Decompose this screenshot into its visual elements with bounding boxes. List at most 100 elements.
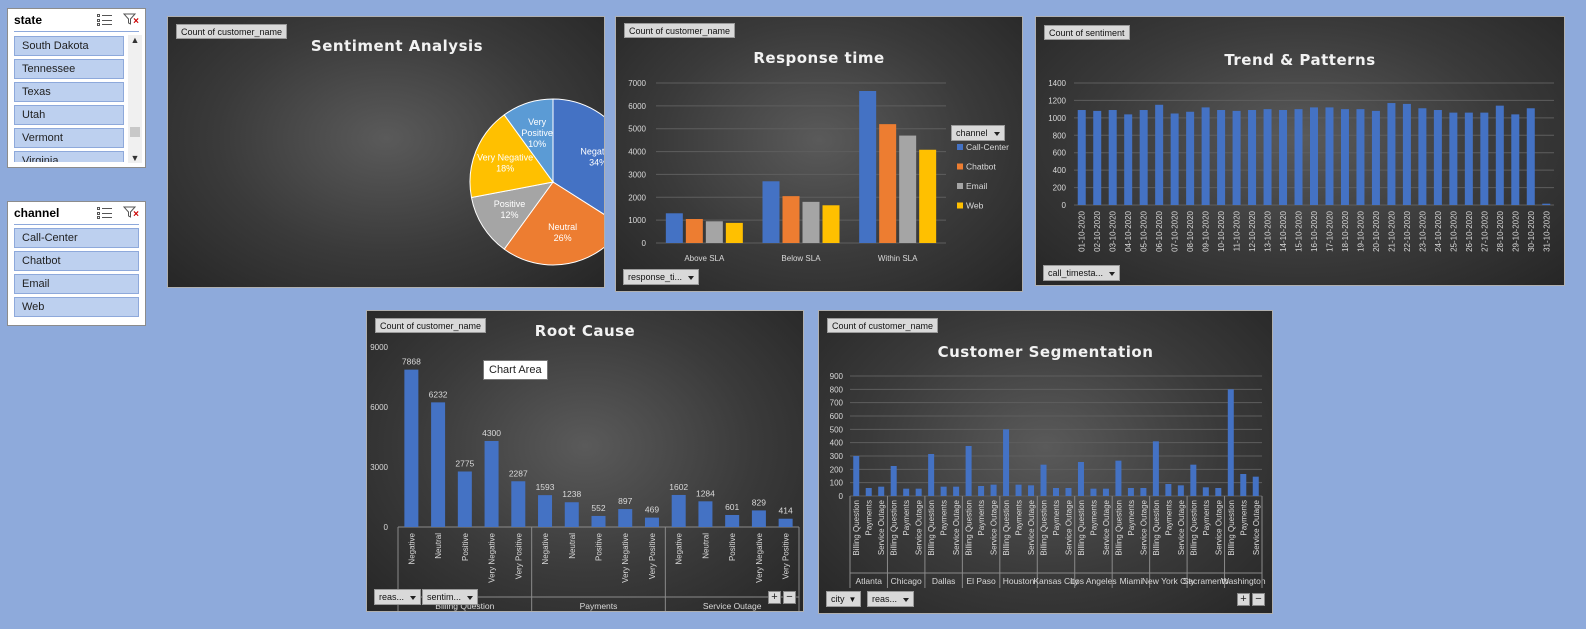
slicer-item-utah[interactable]: Utah (14, 105, 124, 125)
axis-field-button-reason[interactable]: reas... (374, 589, 422, 605)
value-field-button[interactable]: Count of sentiment (1044, 25, 1130, 40)
collapse-field-button[interactable]: − (783, 591, 796, 604)
x-tick-label: 08-10-2020 (1186, 210, 1195, 251)
sentiment-chart-panel[interactable]: Count of customer_name Sentiment Analysi… (167, 16, 605, 288)
slicer-item-call-center[interactable]: Call-Center (14, 228, 139, 248)
slicer-item-virginia[interactable]: Virginia (14, 151, 124, 162)
response-bar-chart[interactable]: 0 1000 2000 3000 4000 5000 6000 7000 Above SLA Be… (616, 17, 1022, 291)
pie-data-label: 34% (589, 158, 604, 168)
bar (591, 515, 606, 527)
x-tick-label: Payments (940, 500, 949, 536)
axis-field-button-reason[interactable]: reas... (867, 591, 915, 607)
response-chart-panel[interactable]: Count of customer_name Response time 0 10… (615, 16, 1023, 292)
x-tick-label: Billing Question (1002, 500, 1011, 556)
expand-field-button[interactable]: + (768, 591, 781, 604)
bar (1102, 488, 1109, 496)
x-tick-label: Neutral (701, 533, 710, 559)
scrollbar-thumb[interactable] (130, 127, 140, 137)
legend-field-button[interactable]: channel (951, 125, 1005, 141)
bar (1177, 485, 1184, 496)
bar (1215, 488, 1222, 496)
x-tick-label: Payments (902, 500, 911, 536)
legend-swatch (957, 183, 963, 189)
slicer-item-chatbot[interactable]: Chatbot (14, 251, 139, 271)
root-cause-bar-chart[interactable]: 0 3000 6000 9000 7868 Negative 6232 Neutral 2775… (367, 311, 803, 611)
bar (564, 502, 579, 527)
trend-chart-panel[interactable]: Count of sentiment Trend & Patterns 0 200… (1035, 16, 1565, 286)
x-tick-label: 13-10-2020 (1264, 210, 1273, 251)
scroll-down-icon[interactable]: ▼ (130, 153, 140, 163)
y-tick-label: 7000 (628, 79, 646, 88)
slicer-item-tennessee[interactable]: Tennessee (14, 59, 124, 79)
x-tick-label: Very Negative (755, 532, 764, 582)
axis-field-button-city[interactable]: city ▼ (826, 591, 862, 607)
value-field-button[interactable]: Count of customer_name (375, 318, 487, 333)
x-group-label: Payments (580, 601, 618, 611)
x-tick-label: Payments (1015, 500, 1024, 536)
x-tick-label: Service Outage (1102, 499, 1111, 555)
data-label: 469 (645, 505, 659, 515)
expand-field-button[interactable]: + (1237, 593, 1250, 606)
x-tick-label: Very Positive (514, 532, 523, 579)
collapse-field-button[interactable]: − (1252, 593, 1265, 606)
axis-field-label: reas... (872, 594, 898, 604)
slicer-item-email[interactable]: Email (14, 274, 139, 294)
axis-field-button[interactable]: call_timesta... (1043, 265, 1121, 281)
multi-select-icon[interactable] (97, 13, 113, 27)
x-tick-label: Billing Question (1040, 500, 1049, 556)
bar (940, 486, 947, 496)
slicer-item-south-dakota[interactable]: South Dakota (14, 36, 124, 56)
pie-data-label: 10% (528, 139, 546, 149)
bar (1077, 110, 1086, 205)
x-tick-label: Negative (541, 532, 550, 564)
scroll-up-icon[interactable]: ▲ (130, 35, 140, 45)
state-slicer-scrollbar[interactable]: ▲ ▼ (128, 35, 142, 163)
slicer-item-texas[interactable]: Texas (14, 82, 124, 102)
x-group-label: New York City (1142, 576, 1196, 586)
x-tick-label: Billing Question (1189, 500, 1198, 556)
clear-filter-icon[interactable]: × (122, 206, 139, 220)
segmentation-bar-chart[interactable]: 0 100 200 300 400 500 600 700 800 900 Billing Ques… (819, 311, 1272, 613)
x-tick-label: Service Outage (1252, 499, 1261, 555)
clear-filter-icon[interactable]: × (122, 13, 139, 27)
x-tick-label: Very Negative (488, 532, 497, 582)
trend-bar-chart[interactable]: 0 200 400 600 800 1000 1200 1400 01-10-2020 02-10… (1036, 17, 1564, 285)
bar (1165, 484, 1172, 496)
slicer-item-vermont[interactable]: Vermont (14, 128, 124, 148)
x-tick-label: 17-10-2020 (1325, 210, 1334, 251)
bar (953, 486, 960, 496)
value-field-button[interactable]: Count of customer_name (624, 23, 736, 38)
multi-select-icon[interactable] (97, 206, 113, 220)
bar (725, 514, 740, 527)
x-tick-label: 03-10-2020 (1109, 210, 1118, 251)
dropdown-arrow-icon (410, 595, 417, 600)
legend-label: Call-Center (966, 142, 1009, 152)
x-tick-label: Payments (1052, 500, 1061, 536)
axis-field-button-sentiment[interactable]: sentim... (422, 589, 479, 605)
pie-category-label: Positive (521, 128, 553, 138)
x-tick-label: Billing Question (852, 500, 861, 556)
bar (919, 149, 937, 243)
root-cause-chart-panel[interactable]: Count of customer_name Root Cause 0 3000 6… (366, 310, 804, 612)
x-tick-label: Neutral (568, 533, 577, 559)
bar (1480, 112, 1489, 205)
value-field-button[interactable]: Count of customer_name (176, 24, 288, 39)
axis-field-button[interactable]: response_ti... (623, 269, 700, 285)
segmentation-chart-panel[interactable]: Count of customer_name Customer Segmenta… (818, 310, 1273, 614)
bar (1015, 484, 1022, 496)
slicer-item-web[interactable]: Web (14, 297, 139, 317)
x-tick-label: 23-10-2020 (1418, 210, 1427, 251)
x-tick-label: Billing Question (965, 500, 974, 556)
bar (1202, 487, 1209, 496)
x-tick-label: 16-10-2020 (1310, 210, 1319, 251)
pie-category-label: Positive (494, 199, 526, 209)
x-tick-label: 22-10-2020 (1403, 210, 1412, 251)
bar (1186, 111, 1195, 205)
value-field-button[interactable]: Count of customer_name (827, 318, 939, 333)
x-group-label: Chicago (891, 576, 922, 586)
bar (1252, 476, 1259, 496)
bar (853, 456, 860, 496)
x-tick-label: Service Outage (1177, 499, 1186, 555)
axis-field-label: city (831, 594, 845, 604)
